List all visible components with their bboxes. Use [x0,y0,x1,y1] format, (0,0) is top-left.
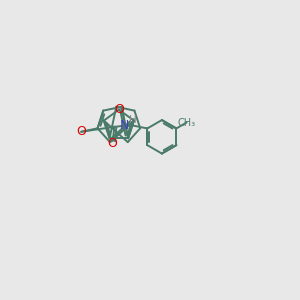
Text: CH₃: CH₃ [177,118,196,128]
Text: O: O [76,125,86,138]
Text: H: H [129,115,137,125]
Text: O: O [107,137,117,150]
Text: O: O [114,103,124,116]
Text: N: N [120,119,129,132]
